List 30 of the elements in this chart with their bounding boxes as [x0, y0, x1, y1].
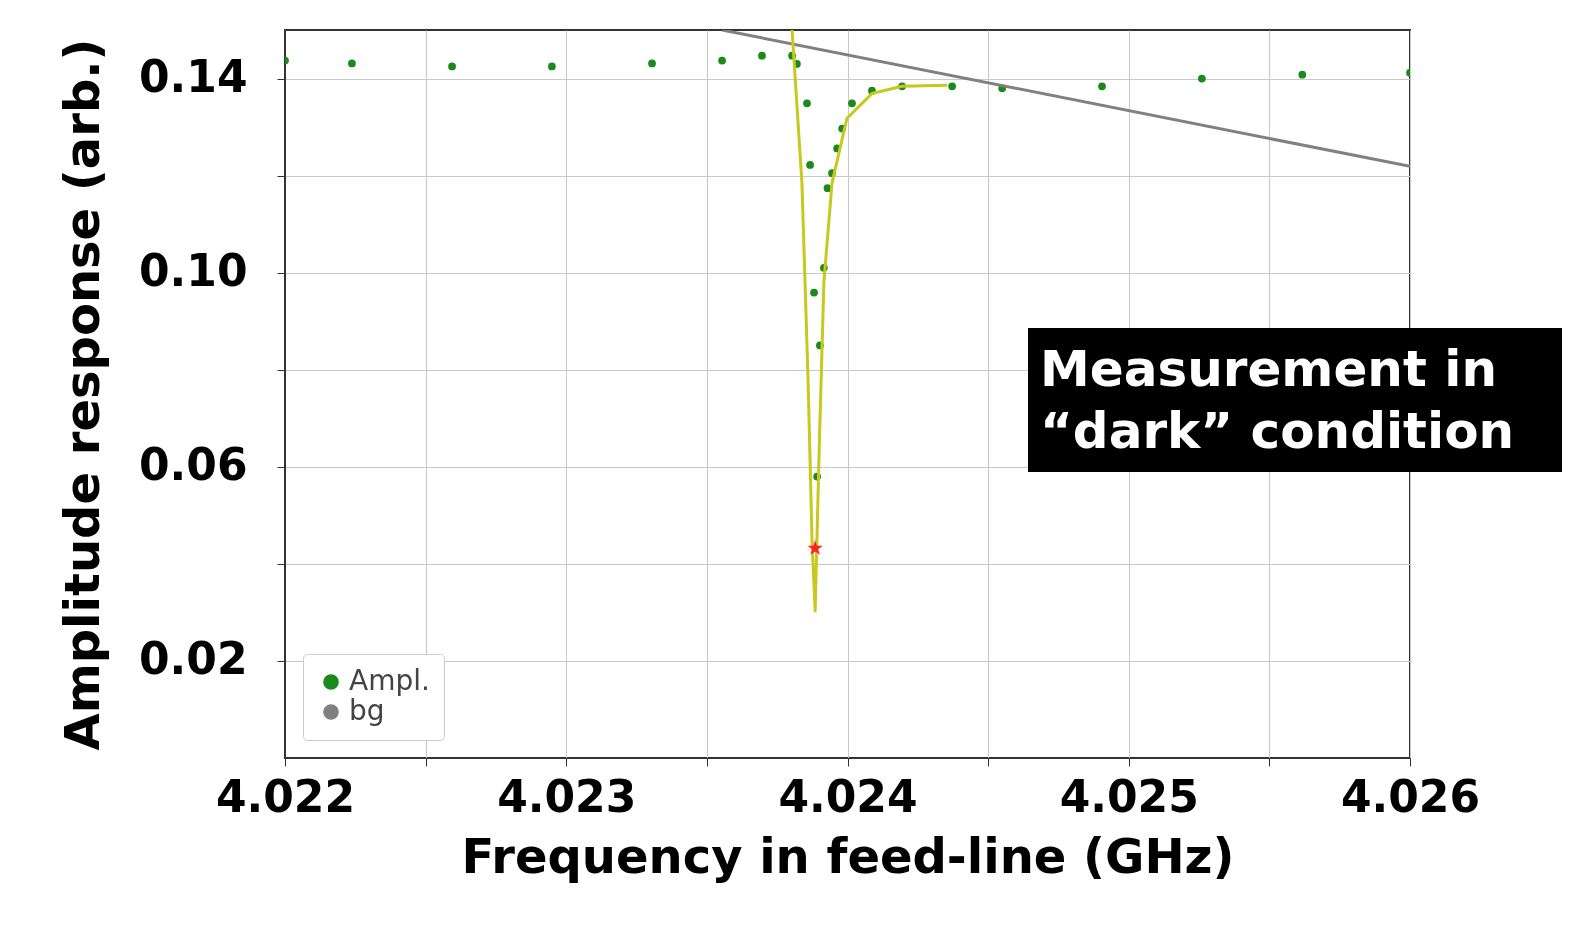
point	[1298, 70, 1307, 79]
point	[803, 99, 811, 108]
point	[948, 82, 956, 91]
point	[758, 51, 766, 60]
point	[810, 288, 818, 297]
x-axis-title: Frequency in feed-line (GHz)	[461, 827, 1235, 884]
point	[1198, 74, 1206, 83]
x-tick-label: 4.025	[1059, 770, 1199, 822]
x-tick-label: 4.023	[497, 770, 637, 822]
point	[448, 62, 456, 71]
point	[823, 184, 832, 193]
legend-label: Ampl.	[349, 664, 430, 697]
y-tick-label: 0.06	[138, 439, 248, 491]
annotation: Measurement in “dark” condition	[1028, 328, 1562, 472]
x-tick-label: 4.024	[778, 770, 918, 822]
x-tick-label: 4.026	[1340, 770, 1481, 822]
point	[718, 56, 726, 65]
y-tick-label: 0.02	[138, 633, 248, 685]
point	[848, 99, 856, 108]
point	[548, 62, 556, 71]
legend-label: bg	[349, 694, 385, 727]
point	[807, 540, 823, 555]
y-tick-label: 0.14	[138, 51, 248, 103]
y-axis-title: Amplitude response (arb.)	[53, 38, 110, 751]
point	[648, 59, 656, 68]
y-tick-label: 0.10	[138, 245, 248, 297]
point	[1098, 82, 1106, 91]
point	[806, 161, 814, 169]
point	[348, 59, 356, 68]
x-tick-label: 4.022	[215, 770, 356, 822]
